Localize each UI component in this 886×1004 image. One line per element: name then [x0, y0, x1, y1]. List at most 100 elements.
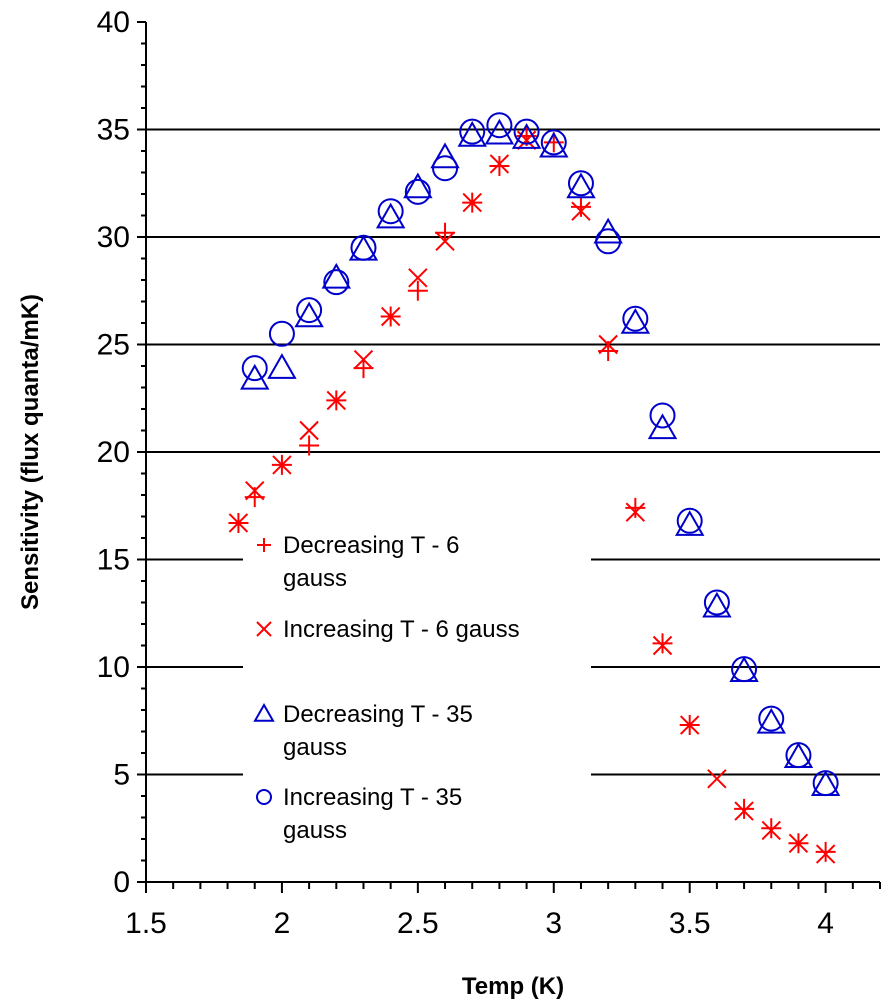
legend-marker — [257, 538, 271, 552]
data-point — [326, 390, 347, 411]
data-point — [812, 770, 839, 797]
data-point — [294, 301, 324, 328]
data-point — [567, 170, 594, 197]
legend-label: Decreasing T - 6 — [283, 532, 460, 559]
legend-label: Increasing T - 35 — [283, 784, 462, 811]
data-point — [703, 589, 730, 616]
data-point — [323, 269, 350, 296]
data-point — [788, 833, 809, 854]
data-point — [625, 502, 646, 522]
legend-label: gauss — [283, 817, 347, 844]
data-point — [652, 633, 673, 654]
x-tick-label: 3.5 — [669, 907, 711, 940]
data-point — [513, 118, 540, 145]
data-point — [674, 510, 705, 536]
legend-entry: Decreasing T - 35 gauss — [253, 701, 473, 761]
data-point — [511, 123, 542, 149]
legend-marker — [256, 621, 272, 637]
data-point — [457, 120, 487, 147]
series-circle — [241, 112, 839, 797]
data-point — [241, 355, 268, 382]
legend-label: gauss — [283, 565, 347, 592]
data-point — [815, 841, 836, 862]
data-point — [486, 112, 513, 139]
legend: Decreasing T - 6 gauss Increasing T - 6 ga… — [253, 532, 520, 844]
legend-marker — [253, 702, 275, 722]
y-tick-label: 35 — [97, 114, 130, 147]
data-point — [299, 435, 320, 456]
data-point — [815, 844, 836, 864]
data-point — [566, 172, 596, 199]
data-point — [652, 635, 673, 656]
data-point — [731, 656, 758, 683]
legend-marker — [256, 789, 272, 805]
y-tick-label: 0 — [113, 866, 130, 899]
data-point — [375, 202, 406, 229]
y-tick-label: 40 — [97, 6, 130, 39]
data-point — [622, 305, 649, 332]
data-point — [267, 353, 297, 379]
data-point — [462, 192, 482, 213]
data-point — [407, 280, 428, 301]
data-point — [377, 198, 404, 225]
data-point — [296, 297, 323, 324]
data-point — [353, 349, 374, 370]
data-point — [707, 769, 727, 789]
data-point — [350, 234, 377, 261]
data-point — [734, 801, 754, 821]
y-tick-label: 15 — [97, 544, 130, 577]
y-tick-label: 25 — [97, 329, 130, 362]
data-point — [380, 306, 401, 327]
data-point — [571, 201, 591, 221]
data-point — [489, 154, 510, 174]
data-point — [489, 156, 510, 177]
data-point — [432, 155, 459, 182]
data-point — [540, 129, 567, 156]
x-axis-title: Temp (K) — [462, 973, 564, 1000]
data-point — [539, 131, 569, 158]
data-point — [761, 820, 781, 841]
data-point — [734, 798, 755, 819]
tick-marks — [137, 21, 881, 893]
data-point — [625, 497, 646, 518]
data-point — [702, 591, 732, 618]
data-point — [404, 178, 431, 205]
x-tick-label: 2.5 — [397, 907, 439, 940]
data-point — [676, 507, 703, 534]
data-point — [272, 455, 292, 475]
data-point — [620, 307, 651, 334]
data-point — [598, 334, 618, 355]
data-point — [430, 142, 460, 169]
data-point — [299, 420, 319, 441]
y-tick-label: 5 — [113, 759, 130, 792]
data-points — [228, 112, 841, 864]
series-x — [228, 130, 836, 864]
y-axis-title: Sensitivity (flux quanta/mK) — [17, 294, 44, 610]
data-point — [435, 231, 455, 252]
x-tick-label: 3 — [545, 907, 562, 940]
data-point — [435, 222, 456, 243]
data-point — [459, 118, 486, 145]
data-point — [268, 320, 295, 347]
x-tick-label: 1.5 — [125, 907, 167, 940]
data-point — [353, 358, 374, 379]
y-tick-label: 10 — [97, 651, 130, 684]
data-point — [785, 742, 812, 769]
y-tick-label: 30 — [97, 221, 130, 254]
data-point — [484, 118, 515, 145]
x-tick-label: 4 — [817, 907, 834, 940]
data-point — [647, 413, 678, 440]
data-point — [570, 196, 591, 217]
data-point — [245, 480, 265, 501]
data-point — [321, 262, 352, 289]
data-point — [228, 513, 249, 533]
legend-label: gauss — [283, 734, 347, 761]
legend-entry: Increasing T - 6 gauss — [256, 616, 520, 643]
tick-labels: 0 5 10 15 20 25 30 35 40 1.5 2 2.5 3 3.5 4 — [97, 6, 834, 940]
x-tick-label: 2 — [274, 907, 291, 940]
data-point — [756, 707, 786, 734]
y-tick-label: 20 — [97, 436, 130, 469]
data-point — [758, 705, 785, 732]
legend-box — [243, 522, 591, 860]
